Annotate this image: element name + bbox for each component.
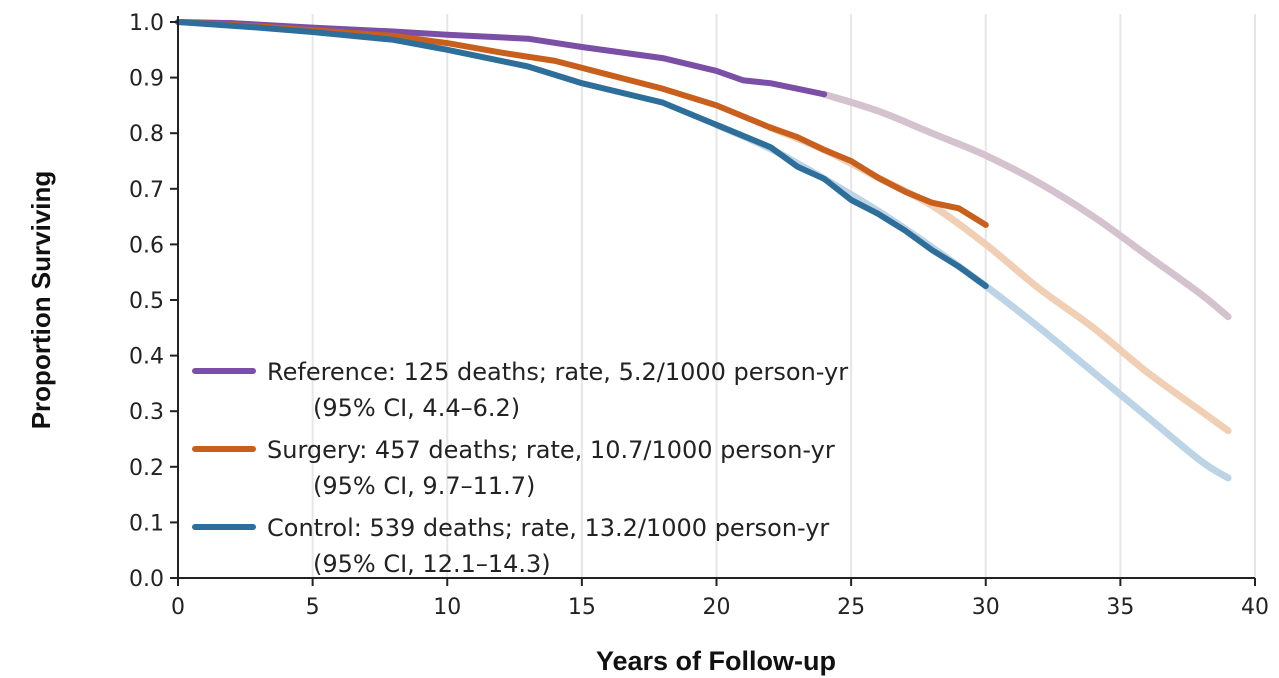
y-tick-label: 0.0 <box>129 567 164 592</box>
x-tick-label: 0 <box>171 595 185 620</box>
y-tick-label: 0.5 <box>129 289 164 314</box>
observed-curves <box>175 19 989 290</box>
y-axis-title: Proportion Surviving <box>26 171 56 430</box>
x-tick-label: 35 <box>1106 595 1134 620</box>
x-tick-label: 15 <box>568 595 596 620</box>
legend-item-surgery: Surgery: 457 deaths; rate, 10.7/1000 per… <box>192 436 835 500</box>
x-tick-label: 5 <box>306 595 320 620</box>
y-tick-label: 0.3 <box>129 400 164 425</box>
legend-label-control: Control: 539 deaths; rate, 13.2/1000 per… <box>267 514 829 542</box>
legend-label-surgery: Surgery: 457 deaths; rate, 10.7/1000 per… <box>267 436 835 464</box>
surgery-observed-curve <box>175 19 989 228</box>
legend-ci-surgery: (95% CI, 9.7–11.7) <box>313 472 535 500</box>
legend: Reference: 125 deaths; rate, 5.2/1000 pe… <box>192 358 848 578</box>
x-axis-title: Years of Follow-up <box>596 646 836 676</box>
y-tick-label: 0.2 <box>129 456 164 481</box>
y-tick-label: 0.9 <box>129 67 164 92</box>
y-tick-label: 0.7 <box>129 178 164 203</box>
reference-fitted-curve <box>820 90 1232 321</box>
fitted-curves <box>713 90 1232 482</box>
control-observed-curve <box>175 19 989 290</box>
x-tick-label: 20 <box>703 595 731 620</box>
y-tick-label: 0.4 <box>129 345 164 370</box>
legend-ci-control: (95% CI, 12.1–14.3) <box>313 550 551 578</box>
tick-labels: 0 5 10 15 20 25 30 35 40 0.0 0.1 0.2 0.3 0.4 0.5 0.6 0.7… <box>129 11 1269 620</box>
y-tick-label: 0.6 <box>129 233 164 258</box>
x-tick-label: 25 <box>837 595 865 620</box>
y-tick-label: 0.8 <box>129 122 164 147</box>
x-tick-label: 10 <box>433 595 461 620</box>
legend-label-reference: Reference: 125 deaths; rate, 5.2/1000 pe… <box>267 358 848 386</box>
x-tick-label: 30 <box>972 595 1000 620</box>
legend-ci-reference: (95% CI, 4.4–6.2) <box>313 394 520 422</box>
legend-item-control: Control: 539 deaths; rate, 13.2/1000 per… <box>192 514 829 578</box>
y-tick-label: 1.0 <box>129 11 164 36</box>
axes <box>170 16 1256 586</box>
control-fitted-curve <box>713 121 1232 482</box>
y-tick-label: 0.1 <box>129 511 164 536</box>
x-tick-label: 40 <box>1241 595 1269 620</box>
legend-item-reference: Reference: 125 deaths; rate, 5.2/1000 pe… <box>192 358 848 422</box>
